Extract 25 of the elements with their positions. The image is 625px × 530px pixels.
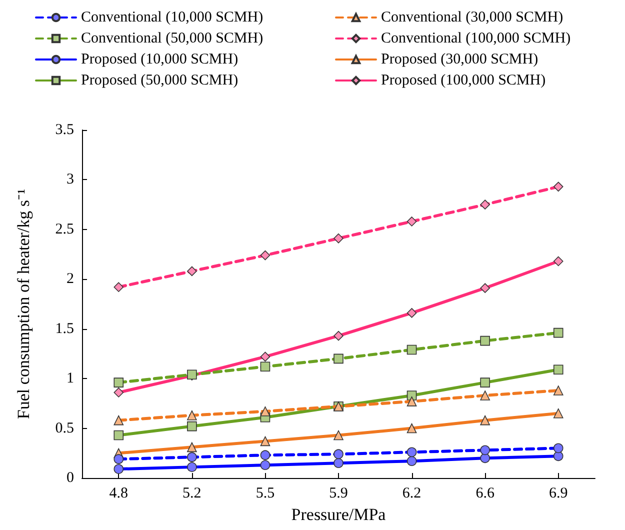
y-axis-title: Fuel consumption of heater/kg s⁻¹ [14, 188, 33, 420]
y-tick-label: 2 [66, 271, 74, 288]
legend-label: Proposed (100,000 SCMH) [381, 72, 546, 88]
x-tick-label: 5.2 [182, 486, 202, 502]
legend-label: Conventional (100,000 SCMH) [381, 30, 571, 46]
y-tick-label: 1 [66, 370, 74, 387]
legend-label: Proposed (50,000 SCMH) [81, 72, 238, 88]
y-tick-label: 3 [66, 172, 74, 188]
x-tick-label: 6.2 [402, 486, 422, 502]
x-tick-label: 5.5 [256, 486, 275, 502]
legend-label: Proposed (10,000 SCMH) [81, 52, 238, 68]
x-tick-label: 5.9 [329, 486, 348, 502]
x-axis-title: Pressure/MPa [291, 505, 386, 524]
legend-label: Conventional (50,000 SCMH) [81, 30, 264, 46]
y-tick-label: 0 [66, 470, 74, 486]
legend-label: Conventional (10,000 SCMH) [81, 10, 264, 26]
y-tick-label: 3.5 [55, 122, 74, 138]
y-tick-label: 2.5 [55, 221, 74, 238]
y-tick-label: 1.5 [55, 320, 74, 337]
x-tick-label: 4.8 [109, 486, 128, 502]
x-tick-label: 6.6 [476, 486, 495, 502]
legend-label: Conventional (30,000 SCMH) [381, 10, 564, 26]
legend-label: Proposed (30,000 SCMH) [381, 52, 538, 68]
y-tick-label: 0.5 [55, 420, 74, 436]
x-tick-label: 6.9 [548, 486, 568, 502]
